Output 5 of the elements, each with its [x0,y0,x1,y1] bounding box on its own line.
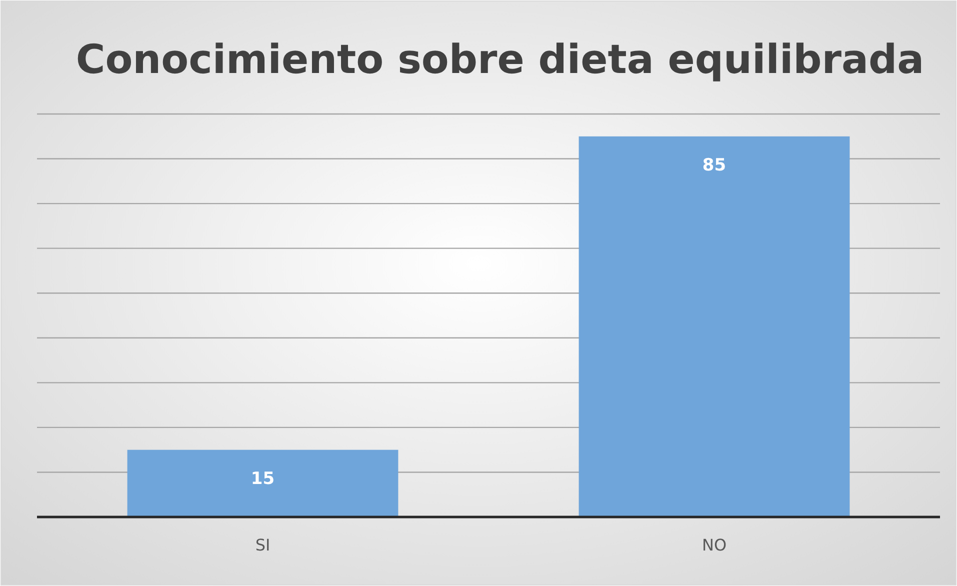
x-tick-label: NO [702,535,727,554]
data-label: 15 [250,468,275,489]
chart-title: Conocimiento sobre dieta equilibrada [76,37,924,83]
data-label: 85 [702,155,726,176]
x-tick-label: SI [255,535,270,554]
